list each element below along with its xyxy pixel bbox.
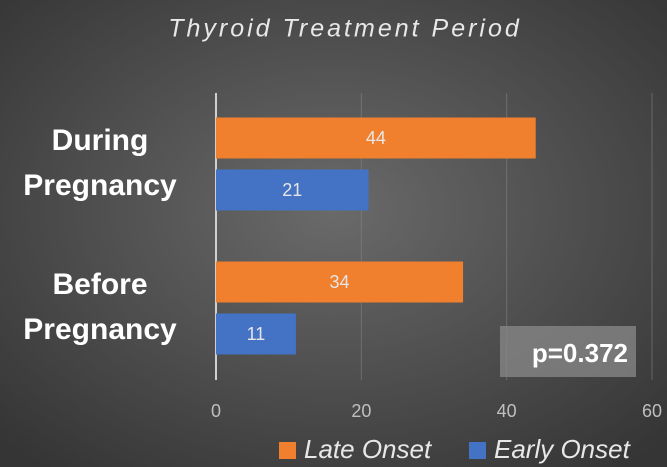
x-tick-label: 40: [497, 401, 517, 421]
annotation: p=0.372: [532, 338, 628, 368]
legend-swatch: [279, 442, 296, 459]
bar: [216, 313, 296, 355]
category-label: During Pregnancy: [23, 124, 177, 202]
bar: [216, 169, 369, 211]
category-label: Before Pregnancy: [23, 268, 177, 346]
legend-label: Early Onset: [494, 434, 632, 464]
annotation-box: [500, 326, 636, 377]
legend-swatch: [469, 442, 486, 459]
x-tick-label: 60: [642, 401, 662, 421]
chart-title: Thyroid Treatment Period: [168, 15, 522, 43]
data-label: 21: [282, 180, 302, 200]
bar: [216, 261, 464, 303]
data-label: 11: [247, 324, 266, 344]
data-label: 44: [366, 128, 386, 148]
x-tick-label: 20: [351, 401, 371, 421]
data-label: 34: [330, 272, 350, 292]
x-tick-label: 0: [211, 401, 221, 421]
legend-label: Late Onset: [304, 434, 433, 464]
bar: [216, 117, 536, 159]
